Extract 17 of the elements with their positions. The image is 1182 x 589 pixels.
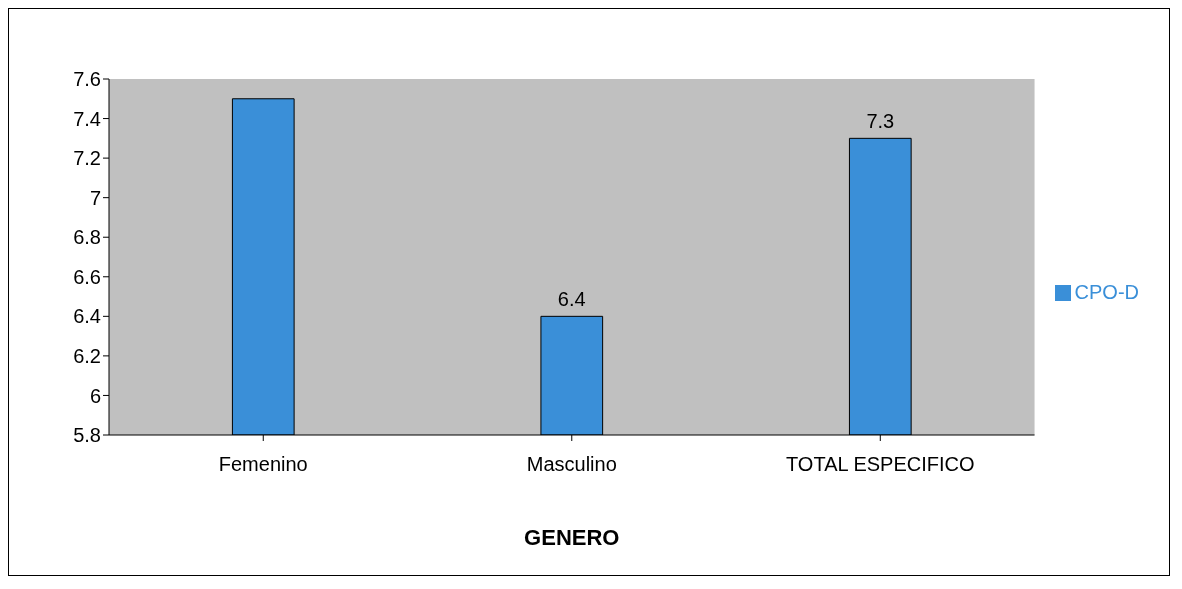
data-label: 6.4 — [557, 288, 586, 311]
y-tick-label: 5.8 — [73, 424, 101, 447]
y-tick-label: 6.6 — [73, 265, 101, 288]
y-tick-label: 6 — [89, 384, 101, 407]
y-tick-label: 6.2 — [73, 344, 101, 367]
x-tick-label: TOTAL ESPECIFICO — [786, 453, 975, 476]
data-label: 7.3 — [866, 110, 895, 133]
x-axis-title: GENERO — [524, 525, 620, 550]
y-tick-label: 7.4 — [73, 107, 101, 130]
x-tick-label: Masculino — [526, 453, 617, 476]
y-tick-label: 7.6 — [73, 68, 101, 91]
y-tick-label: 7.2 — [73, 147, 101, 170]
y-tick-label: 7 — [89, 186, 101, 209]
legend-label: CPO-D — [1074, 280, 1139, 303]
y-tick-label: 6.8 — [73, 226, 101, 249]
x-tick-label: Femenino — [218, 453, 308, 476]
y-tick-label: 6.4 — [73, 305, 101, 328]
